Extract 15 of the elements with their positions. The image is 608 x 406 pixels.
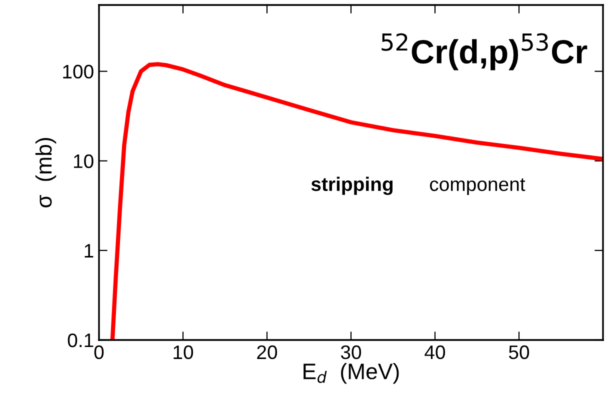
- y-axis-title: σ (mb): [35, 138, 56, 208]
- annotation: stripping: [311, 176, 393, 196]
- x-tick-label: 0: [94, 345, 104, 360]
- x-tick-label: 40: [424, 345, 446, 360]
- x-tick-label: 30: [340, 345, 362, 360]
- annotation: $^{52}$Cr(d,p)$^{53}$Cr: [382, 33, 588, 70]
- y-tick-label: 10: [74, 154, 94, 168]
- y-tick-label: 100: [63, 64, 94, 79]
- y-tick-label: 0.1: [68, 333, 94, 348]
- y-tick-label: 1: [84, 244, 94, 258]
- x-tick-label: 20: [257, 345, 278, 360]
- x-tick-label: 10: [174, 345, 194, 360]
- x-tick-label: 50: [508, 345, 530, 360]
- x-axis-title: E$_{d}$ (MeV): [304, 362, 399, 384]
- annotation: component: [430, 178, 526, 195]
